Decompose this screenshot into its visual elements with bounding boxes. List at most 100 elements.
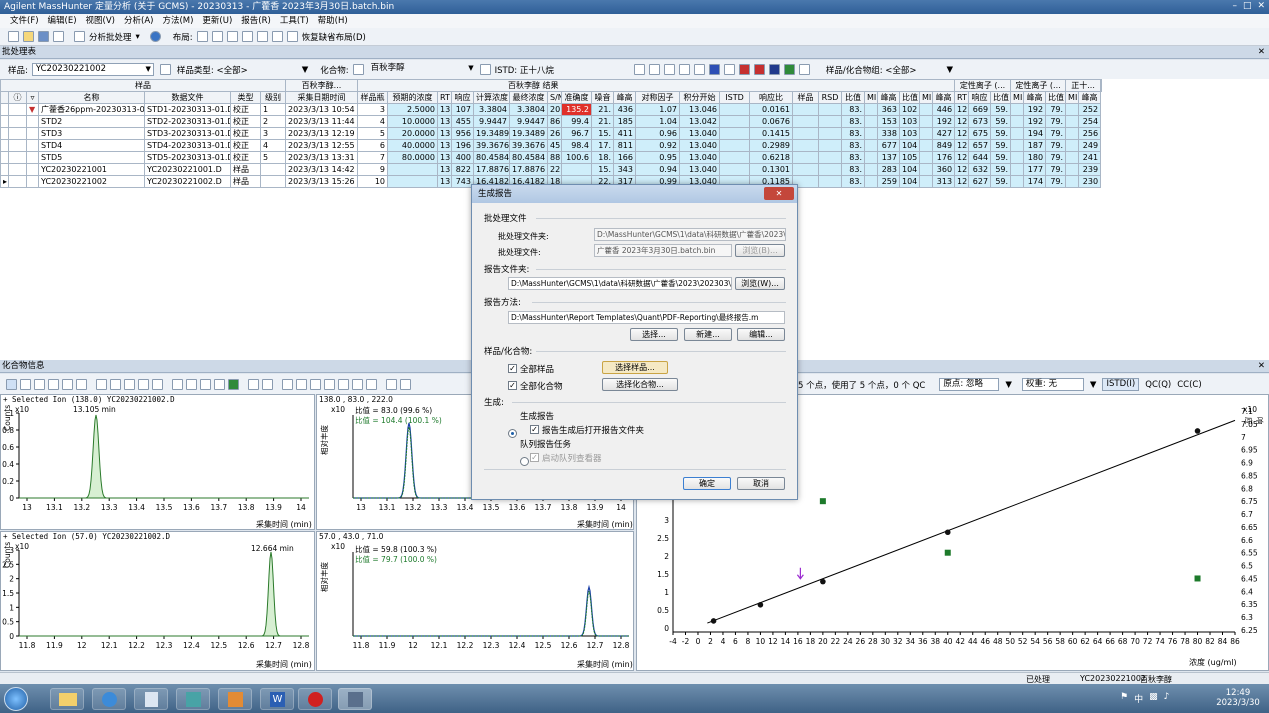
- table-cell[interactable]: 192: [1023, 115, 1047, 128]
- table-cell[interactable]: [719, 163, 750, 176]
- table-cell[interactable]: 177: [1023, 163, 1047, 176]
- v-arrow-icon[interactable]: [34, 378, 45, 390]
- quant-task-icon[interactable]: [338, 688, 372, 710]
- table-cell[interactable]: 849: [931, 139, 956, 152]
- queue-report-radio[interactable]: [519, 457, 529, 466]
- table-cell[interactable]: 166: [613, 151, 636, 164]
- table-cell[interactable]: 83.: [841, 163, 865, 176]
- table-cell[interactable]: 20.0000: [387, 127, 438, 140]
- table-cell[interactable]: 259: [877, 175, 900, 188]
- table-cell[interactable]: 822: [451, 163, 474, 176]
- table-cell[interactable]: [864, 151, 878, 164]
- table-cell[interactable]: 12: [954, 115, 970, 128]
- peak-2-icon[interactable]: [76, 378, 87, 390]
- table-cell[interactable]: 13.046: [679, 103, 720, 116]
- cancel-button[interactable]: 取消: [737, 477, 785, 490]
- table-cell[interactable]: 632: [968, 163, 992, 176]
- dialog-close-icon[interactable]: ✕: [764, 187, 794, 200]
- table-cell[interactable]: 79.: [1045, 115, 1067, 128]
- table-cell[interactable]: [864, 139, 878, 152]
- table-cell[interactable]: 2023/3/13 12:19: [285, 127, 358, 140]
- table-cell[interactable]: 17.8876: [509, 163, 548, 176]
- table-cell[interactable]: [1010, 163, 1025, 176]
- table-cell[interactable]: 79.: [1045, 127, 1067, 140]
- table-cell[interactable]: 校正: [230, 139, 261, 152]
- dropdown-arrow-icon[interactable]: ▾: [135, 31, 140, 42]
- layout-5-icon[interactable]: [256, 31, 268, 42]
- restore-layout-button[interactable]: 恢复缺省布局(D): [301, 32, 366, 43]
- table-cell[interactable]: 673: [968, 115, 992, 128]
- generate-report-radio[interactable]: [508, 429, 517, 438]
- table-cell[interactable]: 26: [547, 127, 562, 140]
- table-cell[interactable]: 9: [357, 163, 388, 176]
- table-cell[interactable]: 校正: [230, 151, 261, 164]
- column-header[interactable]: RSD: [818, 91, 842, 104]
- browser-task-icon[interactable]: [92, 688, 126, 710]
- dropdown-arrow-icon[interactable]: ▼: [301, 64, 309, 75]
- table-cell[interactable]: 104: [899, 175, 920, 188]
- table-cell[interactable]: 180: [1023, 151, 1047, 164]
- table-cell[interactable]: 0.0676: [749, 115, 793, 128]
- qualifier-2[interactable]: 57.0 , 43.0 , 71.0 x10 比值 = 59.8 (100.3 …: [316, 531, 634, 671]
- minimize-icon[interactable]: –: [1232, 1, 1237, 11]
- table-cell[interactable]: 360: [931, 163, 956, 176]
- table-cell[interactable]: 9.9447: [473, 115, 510, 128]
- chevron-down-icon[interactable]: ▼: [1005, 379, 1012, 390]
- table-cell[interactable]: 17.8876: [473, 163, 510, 176]
- table-cell[interactable]: 2023/3/13 11:44: [285, 115, 358, 128]
- peak-b-icon[interactable]: [186, 378, 197, 390]
- table-cell[interactable]: 0.1301: [749, 163, 793, 176]
- table-cell[interactable]: 4: [357, 115, 388, 128]
- table-cell[interactable]: 39.3676: [509, 139, 548, 152]
- menu-update[interactable]: 更新(U): [202, 16, 233, 26]
- compound-select[interactable]: 百秋李醇 ▼: [368, 63, 476, 76]
- start-button[interactable]: [4, 687, 28, 711]
- row-selector[interactable]: [0, 127, 9, 140]
- table-cell[interactable]: 427: [931, 127, 956, 140]
- tool-g-icon[interactable]: [338, 378, 349, 390]
- layout-b-icon[interactable]: [678, 64, 690, 75]
- table-cell[interactable]: 256: [1078, 127, 1102, 140]
- column-header[interactable]: 比值: [841, 91, 865, 104]
- table-cell[interactable]: 83.: [841, 151, 865, 164]
- table-cell[interactable]: 13.040: [679, 127, 720, 140]
- layout-1-icon[interactable]: [196, 31, 208, 42]
- table-cell[interactable]: YC20230221002: [38, 175, 145, 188]
- table-cell[interactable]: [864, 163, 878, 176]
- table-cell[interactable]: 6: [357, 139, 388, 152]
- table-cell[interactable]: 1.07: [635, 103, 680, 116]
- network-icon[interactable]: ▩: [1149, 692, 1158, 702]
- table-cell[interactable]: STD2-20230313-01.D: [144, 115, 231, 128]
- explorer-task-icon[interactable]: [50, 688, 84, 710]
- grid-view-icon[interactable]: [633, 64, 645, 75]
- column-header[interactable]: 峰高: [613, 91, 636, 104]
- table-cell[interactable]: 104: [899, 163, 920, 176]
- table-cell[interactable]: 13: [437, 163, 452, 176]
- clock[interactable]: 12:49 2023/3/30: [1214, 688, 1262, 708]
- table-row[interactable]: YC20230221001 YC20230221001.D 样品 2023/3/13 …: [0, 163, 1102, 176]
- table-cell[interactable]: [818, 103, 842, 116]
- table-cell[interactable]: 103: [899, 127, 920, 140]
- layout-2-icon[interactable]: [211, 31, 223, 42]
- table-cell[interactable]: 338: [877, 127, 900, 140]
- tab-qc[interactable]: QC(Q): [1145, 379, 1172, 390]
- report-method-field[interactable]: D:\MassHunter\Report Templates\Quant\PDF…: [508, 311, 785, 324]
- table-cell[interactable]: [1065, 127, 1080, 140]
- table-cell[interactable]: 96.7: [561, 127, 592, 140]
- table-cell[interactable]: 59.: [990, 151, 1012, 164]
- table-cell[interactable]: 104: [899, 139, 920, 152]
- prev-icon[interactable]: [124, 378, 135, 390]
- table-cell[interactable]: 3: [357, 103, 388, 116]
- table-cell[interactable]: 252: [1078, 103, 1102, 116]
- dropdown-arrow-icon[interactable]: ▼: [946, 64, 954, 75]
- table-cell[interactable]: 19.3489: [509, 127, 548, 140]
- table-cell[interactable]: 7: [357, 151, 388, 164]
- table-cell[interactable]: 18.: [591, 151, 614, 164]
- browse-report-button[interactable]: 浏览(W)...: [735, 277, 785, 290]
- table-cell[interactable]: STD4-20230313-01.D: [144, 139, 231, 152]
- table-cell[interactable]: STD4: [38, 139, 145, 152]
- tool-f-icon[interactable]: [324, 378, 335, 390]
- pane-close-icon[interactable]: ✕: [1257, 47, 1265, 57]
- table-row[interactable]: ▼ 广藿香26ppm-20230313-01 STD1-20230313-01.D 校…: [0, 103, 1102, 116]
- table-cell[interactable]: 12: [954, 175, 970, 188]
